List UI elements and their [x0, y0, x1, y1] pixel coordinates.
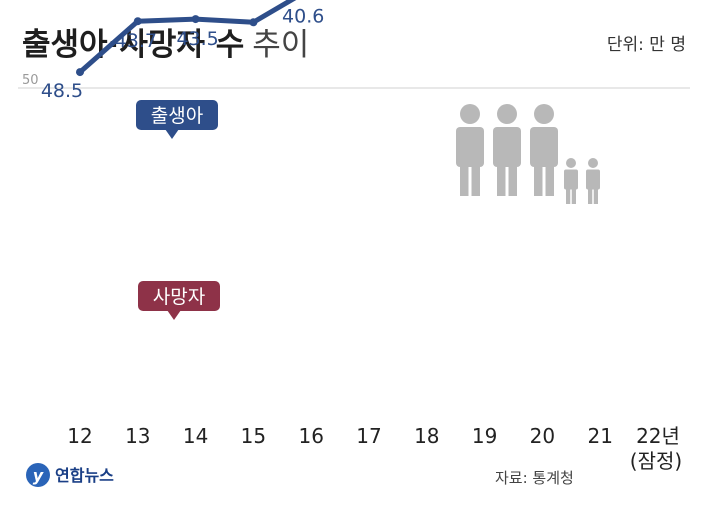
data-labels: 48.543.743.543.840.635.832.730.327.226.1… — [41, 0, 325, 102]
series-line-births — [77, 0, 297, 75]
deaths-tag-text: 사망자 — [153, 286, 205, 308]
births-tag-tail — [165, 129, 179, 139]
births-point — [133, 17, 142, 26]
births-point — [249, 18, 258, 27]
person-leg — [571, 188, 576, 204]
x-tick-14: 14 — [183, 424, 208, 448]
births-tag-text: 출생아 — [151, 105, 203, 127]
births-label: 43.8 — [224, 0, 266, 3]
person-head — [460, 104, 480, 124]
person-leg — [471, 164, 480, 196]
deaths-tag-bubble — [138, 281, 220, 311]
chart-title: 출생아·사망자 수 추이 — [22, 27, 309, 63]
births-tag: 출생아 — [136, 100, 218, 139]
logo-text: 연합뉴스 — [55, 466, 114, 485]
person-leg — [566, 188, 571, 204]
x-tick-20: 20 — [530, 424, 555, 448]
person-head — [588, 158, 598, 168]
x-tick-22년: 22년 — [636, 424, 680, 448]
person-body — [456, 127, 484, 167]
births-label: 48.5 — [41, 80, 83, 102]
person-body — [586, 169, 600, 190]
x-tick-17: 17 — [356, 424, 381, 448]
person-head — [534, 104, 554, 124]
x-tick-21: 21 — [587, 424, 612, 448]
births-label: 40.6 — [282, 5, 324, 27]
person-leg — [534, 164, 543, 196]
deaths-tag: 사망자 — [138, 281, 220, 320]
chart-title-bold: 출생아·사망자 수 — [22, 27, 244, 63]
x-tick-15: 15 — [241, 424, 266, 448]
person-leg — [588, 188, 593, 204]
births-label: 43.5 — [176, 28, 218, 50]
series-layer — [76, 0, 297, 77]
person-leg — [545, 164, 554, 196]
births-point — [76, 68, 84, 77]
person-head — [566, 158, 576, 168]
source-label: 자료: 통계청 — [495, 469, 574, 487]
yonhap-logo: y 연합뉴스 — [26, 463, 114, 487]
y-axis-ticks: 20304050 — [22, 73, 39, 88]
logo-icon — [26, 463, 50, 487]
births-label: 43.7 — [115, 30, 157, 52]
logo-letter: y — [33, 466, 44, 485]
person-leg — [460, 164, 469, 196]
person-head — [497, 104, 517, 124]
deaths-tag-tail — [167, 310, 181, 320]
y-tick-50: 50 — [22, 73, 39, 88]
births-point — [191, 15, 200, 24]
person-leg — [593, 188, 598, 204]
person-body — [530, 127, 558, 167]
x-tick-19: 19 — [472, 424, 497, 448]
person-body — [493, 127, 521, 167]
x-tick-12: 12 — [67, 424, 92, 448]
x-tick-16: 16 — [298, 424, 323, 448]
person-leg — [508, 164, 517, 196]
x-tick-18: 18 — [414, 424, 439, 448]
x-tick-note: (잠정) — [630, 449, 682, 473]
person-body — [564, 169, 578, 190]
person-leg — [497, 164, 506, 196]
births-tag-bubble — [136, 100, 218, 130]
grid-lines — [18, 87, 690, 89]
chart-title-light: 추이 — [252, 27, 309, 63]
unit-label: 단위: 만 명 — [607, 35, 686, 55]
x-axis-ticks: 12 13 14 15 16 17 18 19 20 21 22년 — [67, 424, 680, 448]
x-tick-13: 13 — [125, 424, 150, 448]
people-icon — [456, 104, 600, 204]
